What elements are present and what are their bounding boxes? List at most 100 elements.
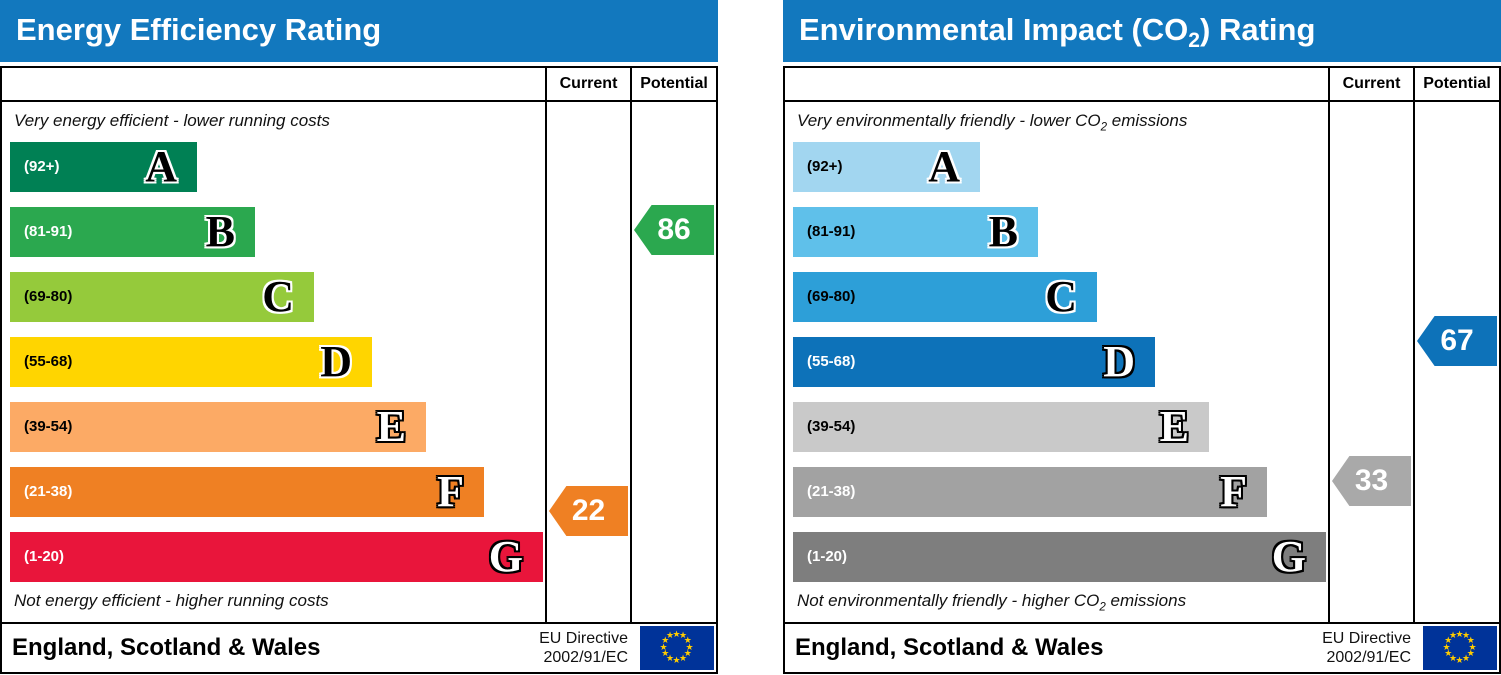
band-letter: B [988, 207, 1018, 256]
band-d: (55-68) D [10, 337, 372, 387]
band-range-label: (1-20) [807, 548, 848, 565]
eu-flag-star-icon: ★ [679, 630, 688, 641]
band-letter: A [928, 142, 960, 191]
band-letter: A [145, 142, 177, 191]
band-a: (92+) A [10, 142, 197, 192]
eu-flag-star-icon: ★ [1444, 648, 1453, 658]
eu-flag-star-icon: ★ [1462, 652, 1471, 663]
band-range-label: (92+) [24, 158, 60, 175]
eu-flag-icon: ★ ★ ★ ★ ★ ★ ★ ★ ★ ★ ★ ★ [640, 626, 714, 670]
band-letter: G [1271, 532, 1306, 581]
bottom-note: Not energy efficient - higher running co… [14, 591, 329, 613]
chart-title-bar: Energy Efficiency Rating [0, 0, 718, 62]
band-c: (69-80) C [10, 272, 314, 322]
band-range-label: (39-54) [807, 418, 856, 435]
chart-title-text: Environmental Impact (CO [799, 12, 1189, 47]
eu-directive-label: EU Directive 2002/91/EC [1322, 629, 1411, 667]
eu-flag-star-icon: ★ [672, 654, 681, 665]
chart-title: Energy Efficiency Rating [0, 0, 718, 71]
eu-flag-star-icon: ★ [683, 648, 692, 658]
eu-flag-star-icon: ★ [659, 641, 668, 652]
current-column-header: Current [559, 75, 618, 92]
band-range-label: (55-68) [807, 353, 856, 370]
current-column-divider [1328, 68, 1330, 624]
current-column-header: Current [1342, 75, 1401, 92]
band-e: (39-54) E [10, 402, 426, 452]
environmental-impact-chart: Environmental Impact (CO2) Rating Curren… [783, 0, 1501, 675]
band-g: (1-20) G [793, 532, 1326, 582]
eu-flag-star-icon: ★ [1449, 652, 1458, 663]
band-letter: B [205, 207, 235, 256]
band-letter: F [1220, 467, 1247, 516]
potential-rating-arrow: 86 [634, 205, 714, 255]
top-note: Very environmentally friendly - lower CO… [797, 111, 1187, 133]
eu-directive-line2: 2002/91/EC [543, 649, 628, 666]
band-letter: D [1103, 337, 1135, 386]
band-letter: E [376, 402, 406, 451]
potential-rating-arrow: 67 [1417, 316, 1497, 366]
eu-flag-star-icon: ★ [1449, 630, 1458, 641]
band-c: (69-80) C [793, 272, 1097, 322]
bottom-note-subscript: 2 [1099, 601, 1106, 614]
eu-flag-star-icon: ★ [661, 635, 670, 645]
eu-flag-star-icon: ★ [661, 648, 670, 658]
eu-directive-label: EU Directive 2002/91/EC [539, 629, 628, 667]
region-label: England, Scotland & Wales [795, 634, 1104, 661]
band-range-label: (81-91) [807, 223, 856, 240]
potential-column-divider [630, 68, 632, 624]
current-rating-arrow: 33 [1332, 456, 1411, 506]
energy-efficiency-chart: Energy Efficiency Rating Current Potenti… [0, 0, 718, 675]
eu-flag-star-icon: ★ [666, 652, 675, 663]
current-rating-arrow: 22 [549, 486, 628, 536]
eu-flag-star-icon: ★ [685, 641, 694, 652]
eu-flag-star-icon: ★ [1466, 635, 1475, 645]
bottom-note-suffix: emissions [1105, 591, 1187, 610]
band-range-label: (69-80) [807, 288, 856, 305]
band-range-label: (55-68) [24, 353, 73, 370]
top-note-text: Very energy efficient - lower running co… [14, 111, 330, 130]
band-d: (55-68) D [793, 337, 1155, 387]
band-b: (81-91) B [793, 207, 1038, 257]
potential-column-header: Potential [640, 75, 708, 92]
table-footer: England, Scotland & Wales EU Directive 2… [785, 624, 1499, 672]
potential-column-header: Potential [1423, 75, 1491, 92]
potential-column-divider [1413, 68, 1415, 624]
current-column-divider [545, 68, 547, 624]
eu-flag-star-icon: ★ [1462, 630, 1471, 641]
chart-title-suffix: ) Rating [1200, 12, 1316, 47]
eu-flag-star-icon: ★ [666, 630, 675, 641]
column-headers: Current Potential [785, 68, 1499, 102]
band-range-label: (21-38) [24, 483, 73, 500]
band-letter: E [1159, 402, 1189, 451]
bottom-note-text: Not energy efficient - higher running co… [14, 591, 329, 610]
chart-title-subscript: 2 [1188, 29, 1201, 53]
band-f: (21-38) F [793, 467, 1267, 517]
band-e: (39-54) E [793, 402, 1209, 452]
band-range-label: (1-20) [24, 548, 65, 565]
eu-directive-line1: EU Directive [1322, 630, 1411, 647]
band-range-label: (81-91) [24, 223, 73, 240]
bottom-note-text: Not environmentally friendly - higher CO [797, 591, 1100, 610]
rating-table: Current Potential Very energy efficient … [0, 66, 718, 674]
table-footer: England, Scotland & Wales EU Directive 2… [2, 624, 716, 672]
eu-flag-star-icon: ★ [1466, 648, 1475, 658]
eu-flag-star-icon: ★ [1455, 628, 1464, 639]
top-note-text: Very environmentally friendly - lower CO [797, 111, 1101, 130]
chart-title-text: Energy Efficiency Rating [16, 12, 382, 47]
band-f: (21-38) F [10, 467, 484, 517]
chart-title-bar: Environmental Impact (CO2) Rating [783, 0, 1501, 62]
region-label: England, Scotland & Wales [12, 634, 321, 661]
band-letter: F [437, 467, 464, 516]
eu-flag-star-icon: ★ [1444, 635, 1453, 645]
top-note-suffix: emissions [1107, 111, 1188, 130]
band-g: (1-20) G [10, 532, 543, 582]
band-letter: C [262, 272, 294, 321]
band-a: (92+) A [793, 142, 980, 192]
band-b: (81-91) B [10, 207, 255, 257]
eu-flag-star-icon: ★ [679, 652, 688, 663]
band-range-label: (69-80) [24, 288, 73, 305]
chart-title: Environmental Impact (CO2) Rating [783, 0, 1501, 71]
column-headers: Current Potential [2, 68, 716, 102]
band-letter: D [320, 337, 352, 386]
band-range-label: (92+) [807, 158, 843, 175]
